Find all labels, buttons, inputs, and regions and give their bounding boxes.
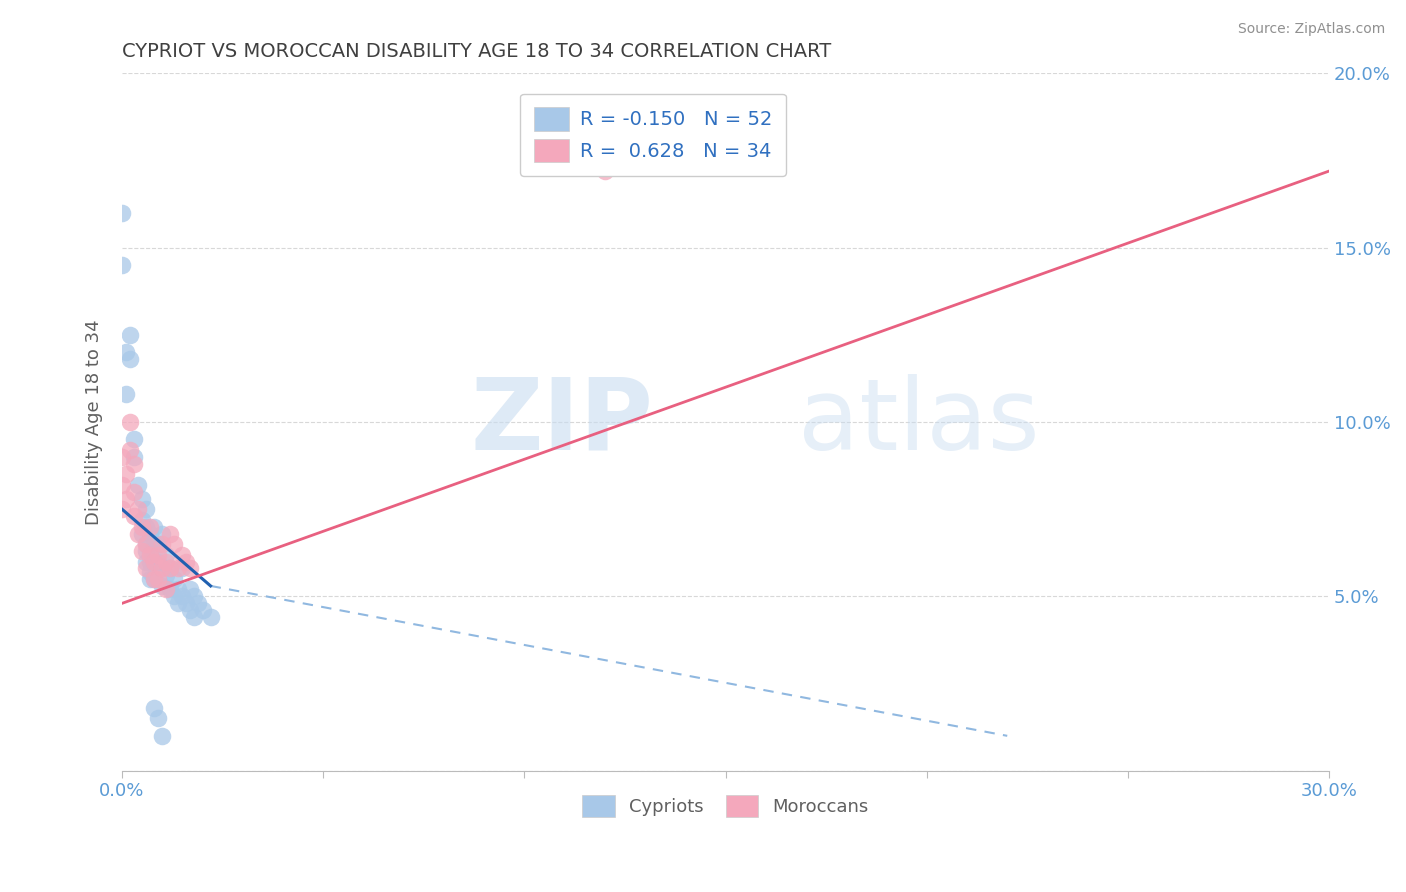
Point — [135, 561, 157, 575]
Point — [155, 582, 177, 597]
Point — [179, 603, 201, 617]
Point — [155, 554, 177, 568]
Point — [115, 467, 138, 482]
Point — [127, 526, 149, 541]
Point — [159, 561, 181, 575]
Point — [148, 548, 170, 562]
Point — [143, 554, 166, 568]
Point — [183, 590, 205, 604]
Point — [150, 561, 173, 575]
Point — [131, 519, 153, 533]
Point — [150, 537, 173, 551]
Point — [150, 561, 173, 575]
Point — [139, 544, 162, 558]
Point — [120, 352, 142, 367]
Point — [135, 537, 157, 551]
Point — [131, 491, 153, 506]
Point — [135, 502, 157, 516]
Point — [143, 519, 166, 533]
Point — [131, 544, 153, 558]
Point — [122, 484, 145, 499]
Point — [139, 565, 162, 579]
Point — [111, 258, 134, 272]
Point — [111, 206, 134, 220]
Point — [150, 579, 173, 593]
Point — [139, 572, 162, 586]
Point — [131, 526, 153, 541]
Point — [143, 701, 166, 715]
Point — [115, 387, 138, 401]
Point — [172, 590, 194, 604]
Point — [120, 327, 142, 342]
Point — [176, 596, 198, 610]
Point — [143, 572, 166, 586]
Point — [143, 554, 166, 568]
Point — [179, 582, 201, 597]
Point — [135, 544, 157, 558]
Point — [122, 509, 145, 524]
Legend: Cypriots, Moroccans: Cypriots, Moroccans — [575, 788, 876, 824]
Point — [150, 526, 173, 541]
Point — [163, 537, 186, 551]
Point — [163, 572, 186, 586]
Point — [172, 561, 194, 575]
Point — [163, 590, 186, 604]
Point — [139, 526, 162, 541]
Point — [172, 548, 194, 562]
Point — [159, 526, 181, 541]
Text: CYPRIOT VS MOROCCAN DISABILITY AGE 18 TO 34 CORRELATION CHART: CYPRIOT VS MOROCCAN DISABILITY AGE 18 TO… — [122, 42, 831, 61]
Point — [111, 478, 134, 492]
Point — [187, 596, 209, 610]
Point — [593, 164, 616, 178]
Point — [183, 610, 205, 624]
Point — [179, 561, 201, 575]
Point — [120, 415, 142, 429]
Y-axis label: Disability Age 18 to 34: Disability Age 18 to 34 — [86, 319, 103, 524]
Point — [135, 519, 157, 533]
Point — [167, 582, 190, 597]
Point — [111, 450, 134, 464]
Point — [122, 450, 145, 464]
Point — [135, 554, 157, 568]
Point — [191, 603, 214, 617]
Text: Source: ZipAtlas.com: Source: ZipAtlas.com — [1237, 22, 1385, 37]
Point — [115, 491, 138, 506]
Point — [148, 572, 170, 586]
Point — [143, 572, 166, 586]
Point — [155, 568, 177, 582]
Point — [167, 561, 190, 575]
Point — [148, 537, 170, 551]
Point — [111, 502, 134, 516]
Point — [139, 554, 162, 568]
Point — [115, 345, 138, 359]
Point — [127, 502, 149, 516]
Point — [176, 554, 198, 568]
Point — [167, 596, 190, 610]
Point — [127, 478, 149, 492]
Point — [139, 548, 162, 562]
Point — [155, 548, 177, 562]
Point — [139, 519, 162, 533]
Point — [135, 537, 157, 551]
Point — [159, 561, 181, 575]
Point — [122, 457, 145, 471]
Point — [159, 582, 181, 597]
Point — [148, 554, 170, 568]
Point — [150, 729, 173, 743]
Point — [143, 537, 166, 551]
Point — [131, 513, 153, 527]
Point — [122, 433, 145, 447]
Text: ZIP: ZIP — [470, 374, 654, 471]
Point — [120, 442, 142, 457]
Text: atlas: atlas — [799, 374, 1039, 471]
Point — [148, 711, 170, 725]
Point — [200, 610, 222, 624]
